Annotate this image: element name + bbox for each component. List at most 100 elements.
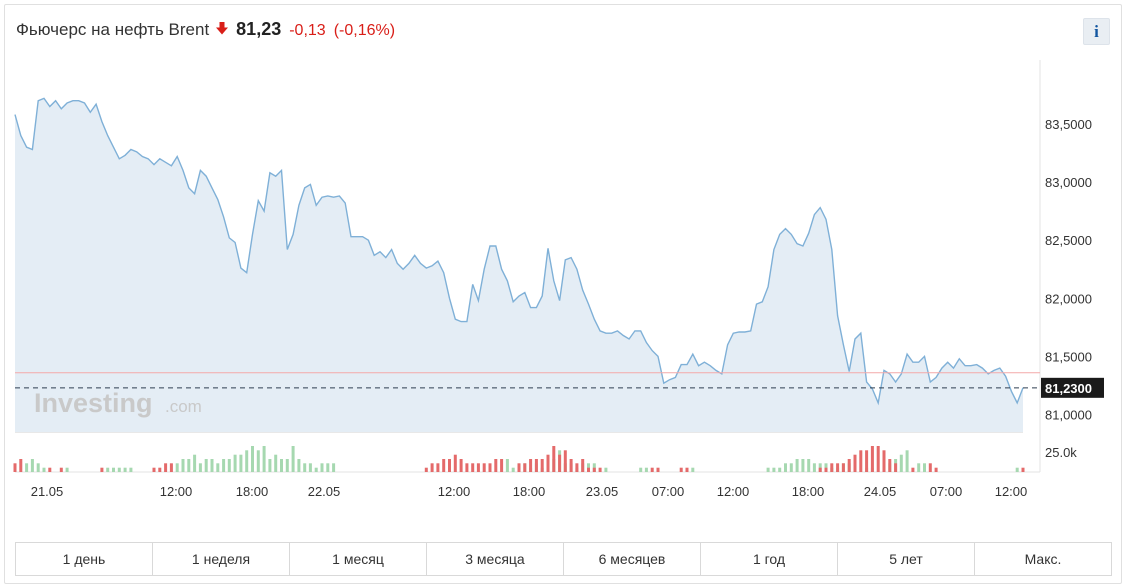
volume-bar-up (216, 463, 220, 472)
volume-bar-down (928, 463, 932, 472)
timeframe-button[interactable]: Макс. (975, 543, 1111, 575)
volume-bar-down (494, 459, 498, 472)
volume-bar-down (587, 467, 590, 472)
x-tick-label: 21.05 (31, 484, 64, 499)
volume-bar-up (25, 463, 29, 472)
volume-bar-down (169, 463, 173, 472)
volume-bar-down (500, 459, 504, 472)
x-tick-label: 18:00 (792, 484, 825, 499)
volume-bar-down (19, 459, 23, 472)
volume-bar-down (552, 446, 556, 472)
volume-bar-up (592, 463, 596, 472)
volume-bar-up (917, 463, 921, 472)
volume-bar-up (795, 459, 799, 472)
timeframe-button[interactable]: 1 неделя (153, 543, 290, 575)
volume-bar-down (575, 463, 579, 472)
timeframe-button[interactable]: 6 месяцев (564, 543, 701, 575)
volume-bar-down (476, 463, 480, 472)
volume-bar-down (534, 459, 538, 472)
volume-bar-up (308, 463, 312, 472)
volume-bar-up (245, 450, 249, 472)
volume-bar-up (326, 463, 330, 472)
volume-bar-down (563, 450, 567, 472)
volume-bar-down (164, 463, 168, 472)
volume-bar-up (291, 446, 295, 472)
volume-bar-up (239, 454, 243, 472)
volume-bar-up (812, 463, 816, 472)
volume-bar-up (314, 467, 318, 472)
volume-bar-down (569, 459, 573, 472)
volume-bar-up (604, 467, 608, 472)
volume-bar-up (106, 467, 110, 472)
volume-bar-up (587, 463, 590, 472)
price-area-fill (15, 98, 1023, 433)
timeframe-button[interactable]: 1 месяц (290, 543, 427, 575)
volume-bar-down (836, 463, 840, 472)
volume-bar-up (30, 459, 34, 472)
volume-bar-up (129, 467, 133, 472)
timeframe-button[interactable]: 1 день (16, 543, 153, 575)
volume-bar-up (36, 463, 40, 472)
volume-bar-down (471, 463, 475, 472)
timeframe-selector: 1 день 1 неделя 1 месяц 3 месяца 6 месяцев 1 … (15, 542, 1112, 576)
timeframe-button[interactable]: 3 месяца (427, 543, 564, 575)
price-change-percent: (-0,16%) (333, 22, 396, 39)
volume-bar-up (923, 463, 926, 472)
volume-bar-down (847, 459, 851, 472)
volume-bar-up (824, 463, 828, 472)
volume-bar-up (691, 467, 695, 472)
volume-bar-up (644, 467, 648, 472)
watermark-brand: Investing (34, 388, 153, 418)
volume-bar-up (262, 446, 266, 472)
volume-bar-down (859, 450, 863, 472)
volume-bar-up (65, 467, 69, 472)
timeframe-button[interactable]: 1 год (701, 543, 838, 575)
volume-bar-down (430, 463, 434, 472)
volume-bar-up (251, 446, 254, 472)
x-tick-label: 07:00 (652, 484, 685, 499)
volume-bar-up (280, 459, 283, 472)
volume-bar-up (297, 459, 301, 472)
volume-bar-down (841, 463, 845, 472)
volume-bar-down (870, 446, 874, 472)
volume-bar-down (894, 463, 898, 472)
volume-bar-down (853, 454, 857, 472)
price-chart[interactable]: 83,5000 83,0000 82,5000 82,0000 81,5000 81,00… (0, 0, 1127, 540)
instrument-title: Фьючерс на нефть Brent (16, 20, 210, 39)
volume-bar-up (274, 454, 278, 472)
volume-bar-down (876, 446, 880, 472)
volume-bar-up (117, 467, 121, 472)
volume-tick-label: 25.0k (1045, 445, 1077, 460)
volume-bar-down (824, 467, 828, 472)
x-tick-label: 12:00 (995, 484, 1028, 499)
volume-bar-down (934, 467, 938, 472)
volume-bar-down (598, 467, 602, 472)
y-tick-label: 81,0000 (1045, 408, 1092, 423)
volume-bar-down (911, 467, 915, 472)
volume-bar-down (882, 450, 886, 472)
timeframe-button[interactable]: 5 лет (838, 543, 975, 575)
volume-bar-up (899, 454, 903, 472)
volume-bar-up (233, 454, 237, 472)
y-tick-label: 83,0000 (1045, 175, 1092, 190)
volume-bar-up (818, 463, 822, 472)
volume-bar-up (198, 463, 202, 472)
volume-bar-up (789, 463, 793, 472)
volume-bar-up (303, 463, 307, 472)
volume-bar-up (204, 459, 208, 472)
volume-bar-down (656, 467, 660, 472)
volume-bar-down (523, 463, 527, 472)
y-tick-label: 82,0000 (1045, 291, 1092, 306)
volume-bar-down (592, 467, 596, 472)
y-tick-label: 82,5000 (1045, 233, 1092, 248)
volume-bar-down (459, 459, 463, 472)
volume-bar-up (285, 459, 289, 472)
info-button[interactable]: i (1083, 18, 1110, 45)
volume-bar-down (865, 450, 869, 472)
y-tick-label: 81,5000 (1045, 349, 1092, 364)
x-tick-label: 18:00 (513, 484, 546, 499)
volume-bar-down (465, 463, 469, 472)
chart-widget-frame (4, 4, 1122, 584)
volume-bar-up (112, 467, 115, 472)
x-tick-label: 12:00 (438, 484, 471, 499)
